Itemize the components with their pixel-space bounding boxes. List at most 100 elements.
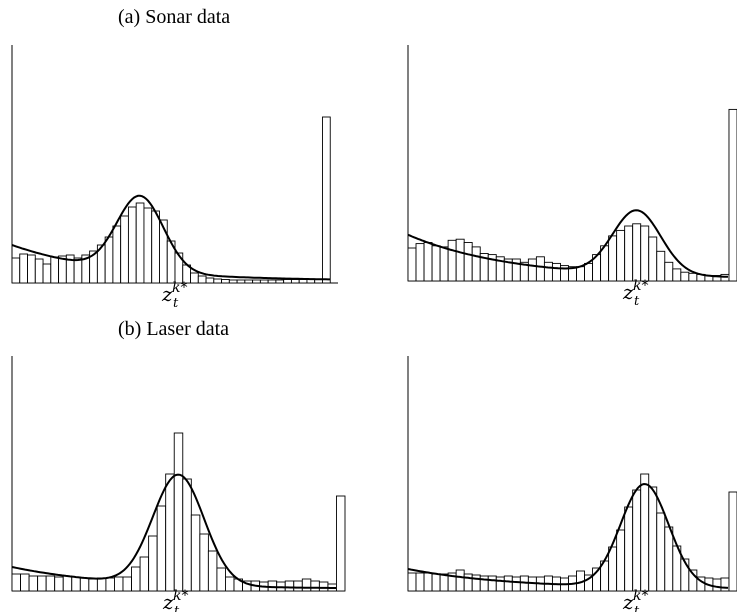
histogram-bar <box>42 263 52 284</box>
histogram-bar <box>62 575 73 592</box>
histogram-bar <box>624 225 634 282</box>
histogram-bar <box>527 258 537 282</box>
histogram-bar <box>543 261 553 282</box>
histogram-bar <box>182 478 192 592</box>
histogram-bar <box>148 535 158 592</box>
histogram-bar <box>298 279 308 284</box>
histogram-bar <box>34 258 44 284</box>
histogram-bar <box>431 573 441 592</box>
histogram-bar <box>27 254 36 284</box>
histogram-bar <box>225 576 235 592</box>
histogram-bar <box>624 506 634 592</box>
histogram-bar <box>216 567 226 592</box>
histogram-bar <box>616 229 626 282</box>
histogram-bar <box>236 279 246 284</box>
histogram-bar <box>712 578 722 592</box>
x-axis-label: z <box>162 590 174 612</box>
histogram-bar <box>37 575 47 592</box>
histogram-bar <box>173 432 184 592</box>
section-title-sonar: (a) Sonar data <box>118 6 231 28</box>
histogram-bar <box>310 580 320 592</box>
histogram-bar <box>487 575 497 592</box>
histogram-bar <box>576 266 585 282</box>
histogram-bar <box>455 569 465 592</box>
histogram-bar <box>139 556 150 592</box>
histogram-bar <box>45 575 56 592</box>
histogram-bar <box>495 576 505 592</box>
histogram-bar <box>439 573 449 592</box>
histogram-bar <box>664 526 674 592</box>
x-axis-label-subscript: t <box>174 604 180 612</box>
histogram-bar <box>648 486 658 592</box>
histogram-bar <box>96 577 107 592</box>
histogram-bar <box>322 116 331 284</box>
histogram-bar <box>54 576 64 592</box>
histogram-panel: z tk* <box>11 45 338 311</box>
histogram-bar <box>19 253 28 284</box>
histogram-bar <box>244 279 254 284</box>
histogram-bar <box>728 108 737 282</box>
histogram-bar <box>105 577 115 592</box>
histogram-bar <box>143 207 153 284</box>
histogram-bar <box>447 239 457 282</box>
histogram-bar <box>688 272 698 282</box>
histogram-bar <box>336 495 346 592</box>
fitted-curve <box>407 482 729 589</box>
histogram-bar <box>415 243 425 282</box>
histogram-bar <box>584 262 594 282</box>
x-axis-label-subscript: t <box>173 296 179 311</box>
histogram-panel: z tk* <box>11 356 346 612</box>
histogram-bar <box>11 257 21 284</box>
histogram-bar <box>104 236 114 284</box>
histogram-bar <box>535 256 545 282</box>
histogram-bar <box>293 580 303 592</box>
histogram-bar <box>190 272 199 284</box>
histogram-bar <box>199 533 209 592</box>
histogram-bar <box>616 529 626 592</box>
histogram-bar <box>407 572 417 592</box>
histogram-bar <box>608 235 618 282</box>
histogram-bar <box>720 577 730 592</box>
histogram-bar <box>455 238 465 282</box>
section-title-laser: (b) Laser data <box>118 318 230 340</box>
histogram-bar <box>407 247 417 282</box>
x-axis-label-superscript: k* <box>173 588 188 604</box>
histogram-bar <box>632 489 642 592</box>
histogram-bar <box>28 575 39 592</box>
histogram-bar <box>135 202 145 284</box>
histogram-bar <box>114 576 124 592</box>
histogram-bar <box>283 279 292 284</box>
histogram-bar <box>680 271 690 282</box>
histogram-bar <box>127 206 137 284</box>
histogram-bar <box>79 577 90 592</box>
histogram-bar <box>640 225 650 282</box>
histogram-bar <box>71 576 81 592</box>
histogram-bar <box>190 514 201 592</box>
histogram-bar <box>301 578 312 592</box>
histogram-bar <box>415 572 425 592</box>
histogram-bar <box>728 491 737 592</box>
histogram-bar <box>267 279 277 284</box>
histogram-bar <box>122 576 132 592</box>
histogram-panel: z tk* <box>407 45 737 309</box>
fitted-curve <box>11 194 330 281</box>
histogram-bar <box>20 573 30 592</box>
histogram-bar <box>50 256 60 284</box>
histogram-bar <box>551 262 561 282</box>
histogram-bar <box>11 573 21 592</box>
histogram-bar <box>648 236 658 282</box>
histogram-bar <box>463 242 473 282</box>
histogram-panel: z tk* <box>407 356 737 612</box>
x-axis-label-superscript: k* <box>633 588 648 604</box>
histogram-bar <box>664 261 674 282</box>
histogram-bar <box>431 245 441 282</box>
histogram-bar <box>632 223 642 282</box>
histogram-bar <box>207 550 218 592</box>
histogram-bar <box>228 279 238 284</box>
histogram-bar <box>213 278 223 284</box>
histogram-bar <box>275 279 285 284</box>
histogram-bar <box>640 473 650 592</box>
histogram-bar <box>284 580 295 592</box>
